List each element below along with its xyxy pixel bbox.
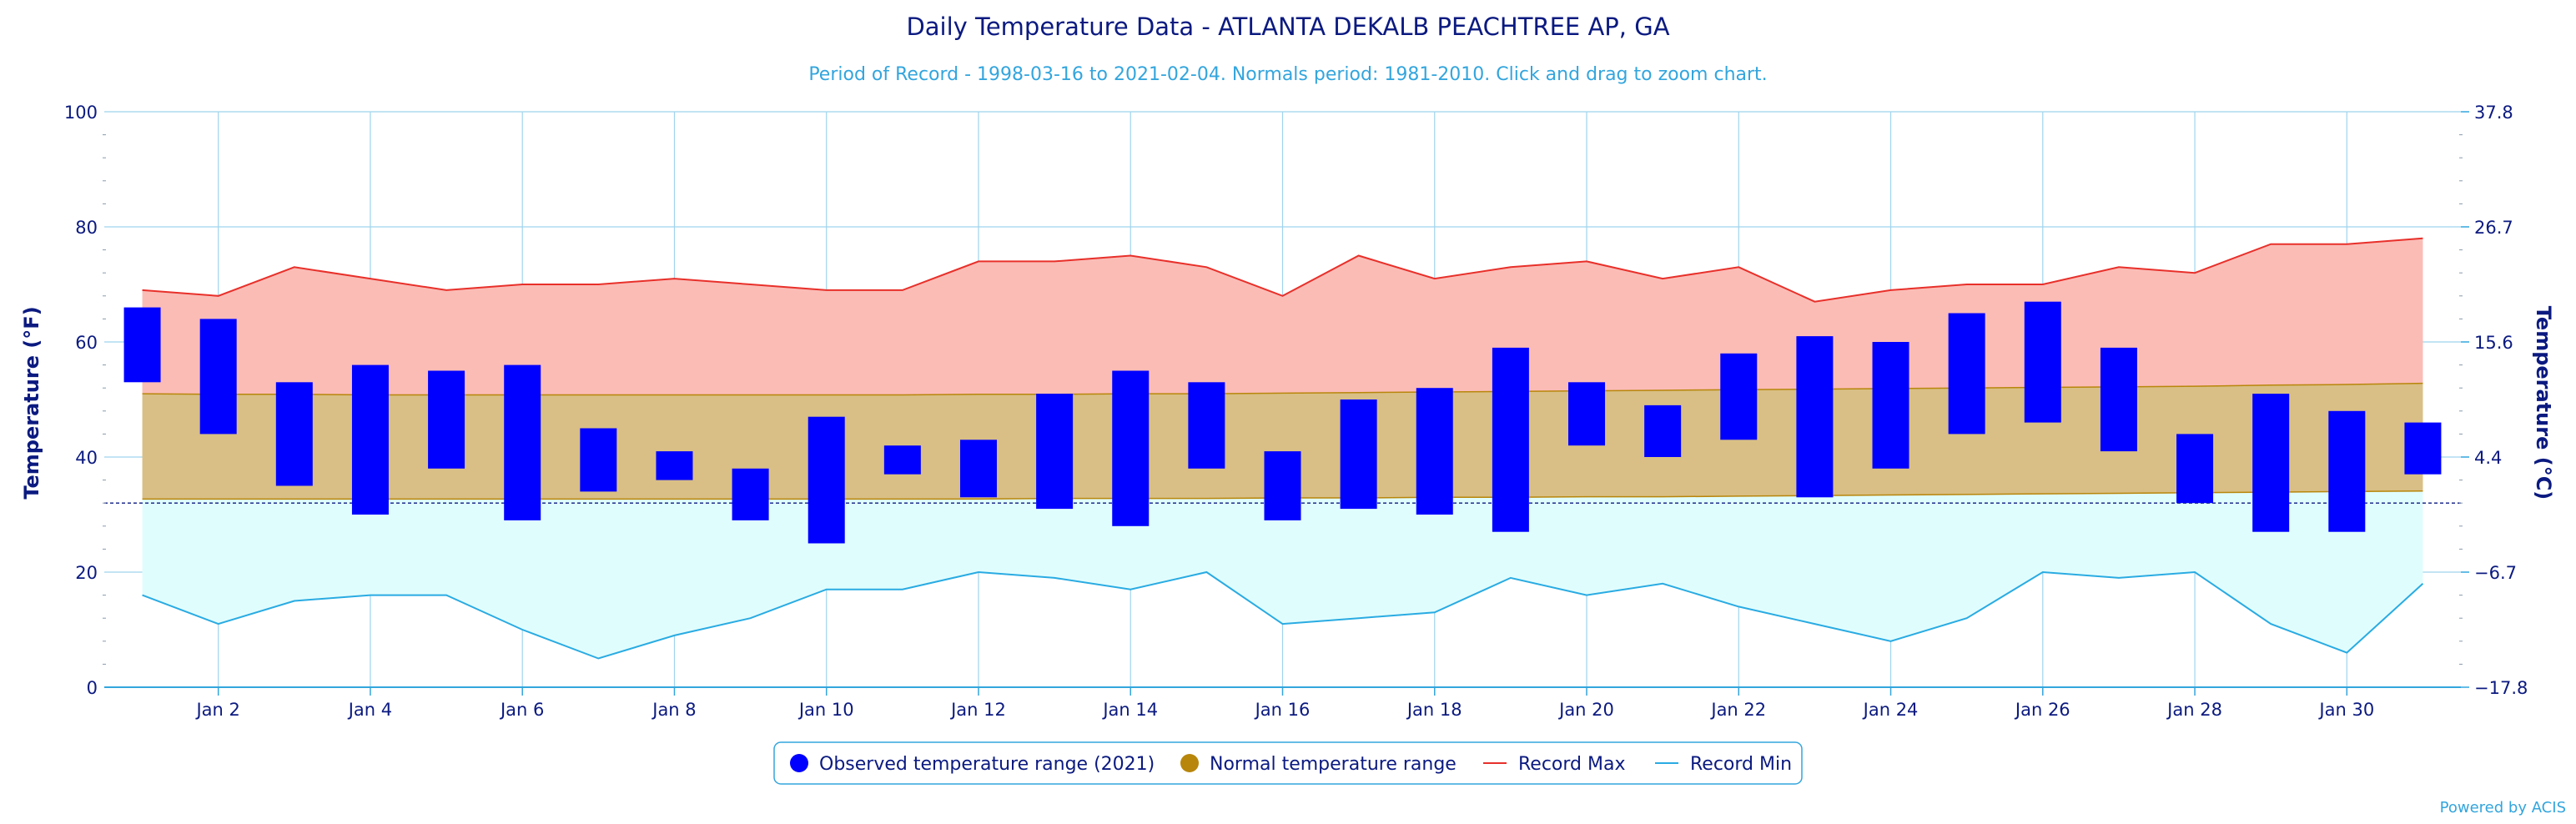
observed-range-bar[interactable] — [199, 319, 237, 435]
x-tick-label: Jan 6 — [499, 700, 544, 720]
observed-range-bar[interactable] — [1340, 399, 1377, 510]
x-tick-label: Jan 22 — [1709, 700, 1766, 720]
legend-box — [773, 741, 1803, 785]
legend-record-max-label: Record Max — [1518, 754, 1626, 775]
legend-record-min-label: Record Min — [1690, 754, 1792, 775]
observed-range-bar[interactable] — [1416, 388, 1453, 515]
observed-range-bar[interactable] — [808, 416, 845, 544]
x-tick-label: Jan 24 — [1862, 700, 1919, 720]
x-tick-label: Jan 26 — [2014, 700, 2070, 720]
observed-range-bar[interactable] — [428, 370, 465, 469]
observed-range-bar[interactable] — [504, 364, 541, 520]
legend-item-record-max[interactable]: Record Max — [1483, 754, 1626, 775]
x-tick-label: Jan 2 — [194, 700, 239, 720]
x-tick-label: Jan 18 — [1406, 700, 1462, 720]
acis-credit-link[interactable]: Powered by ACIS — [2440, 799, 2566, 816]
y-tick-label-right: 26.7 — [2474, 218, 2513, 238]
chart-title: Daily Temperature Data - ATLANTA DEKALB … — [906, 13, 1669, 41]
x-tick-label: Jan 10 — [797, 700, 854, 720]
observed-range-bar[interactable] — [1796, 336, 1834, 498]
observed-range-bar[interactable] — [1644, 404, 1682, 457]
normal-range-band — [142, 383, 2423, 500]
observed-range-bar[interactable] — [2252, 394, 2290, 532]
area-layer — [104, 237, 2461, 660]
x-tick-label: Jan 14 — [1101, 700, 1158, 720]
observed-range-bar[interactable] — [2024, 301, 2061, 423]
chart-subtitle: Period of Record - 1998-03-16 to 2021-02… — [808, 64, 1767, 85]
y-tick-label-left: 0 — [87, 678, 98, 698]
record-max-line — [142, 237, 2423, 303]
observed-range-bar[interactable] — [123, 307, 161, 383]
legend-normal-marker — [1180, 754, 1199, 772]
x-tick-label: Jan 12 — [949, 700, 1006, 720]
observed-range-bar[interactable] — [1188, 382, 1225, 469]
observed-range-bar[interactable] — [351, 364, 389, 515]
x-tick-label: Jan 28 — [2166, 700, 2222, 720]
y-tick-label-right: 15.6 — [2474, 333, 2513, 353]
y-tick-label-left: 80 — [75, 218, 98, 238]
y-axis-label-left: Temperature (°F) — [20, 306, 43, 499]
observed-range-bar[interactable] — [2100, 347, 2137, 452]
observed-range-bar[interactable] — [1112, 370, 1150, 526]
observed-range-bar[interactable] — [1264, 451, 1301, 520]
observed-range-bar[interactable] — [1720, 353, 1758, 440]
record-min-line — [142, 570, 2424, 660]
observed-range-bar[interactable] — [883, 445, 921, 475]
observed-range-bar[interactable] — [1872, 342, 1909, 469]
y-tick-label-right: 4.4 — [2474, 448, 2502, 468]
y-tick-label-left: 60 — [75, 333, 98, 353]
observed-range-bar[interactable] — [1492, 347, 1529, 532]
observed-bars[interactable] — [123, 301, 2442, 544]
observed-range-bar[interactable] — [2404, 422, 2442, 475]
legend[interactable]: Observed temperature range (2021) Normal… — [773, 741, 1803, 785]
observed-range-bar[interactable] — [2176, 434, 2214, 504]
legend-item-normal[interactable]: Normal temperature range — [1180, 754, 1457, 775]
legend-observed-marker — [790, 754, 808, 772]
legend-observed-label: Observed temperature range (2021) — [819, 754, 1155, 775]
observed-range-bar[interactable] — [2328, 410, 2366, 532]
observed-range-bar[interactable] — [732, 468, 769, 520]
observed-range-bar[interactable] — [1568, 382, 1606, 446]
legend-item-observed[interactable]: Observed temperature range (2021) — [790, 754, 1155, 775]
x-tick-label: Jan 16 — [1254, 700, 1311, 720]
observed-range-bar[interactable] — [580, 428, 617, 492]
legend-normal-label: Normal temperature range — [1210, 754, 1457, 775]
y-tick-label-right: −17.8 — [2474, 678, 2528, 698]
y-tick-label-right: 37.8 — [2474, 103, 2513, 123]
observed-range-bar[interactable] — [656, 451, 693, 480]
y-tick-label-left: 20 — [75, 563, 98, 583]
observed-range-bar[interactable] — [1036, 394, 1074, 510]
x-tick-label: Jan 30 — [2317, 700, 2374, 720]
observed-range-bar[interactable] — [275, 382, 313, 486]
y-tick-label-left: 40 — [75, 448, 98, 468]
record-max-band — [142, 238, 2423, 395]
observed-range-bar[interactable] — [1948, 313, 1985, 435]
y-tick-label-left: 100 — [64, 103, 98, 123]
y-tick-label-right: −6.7 — [2474, 563, 2517, 583]
axis-layer: Jan 2 Jan 4 Jan 6 Jan 8 Jan 10 Jan 12 Jan 14 Ja… — [64, 103, 2528, 720]
y-axis-label-right: Temperature (°C) — [2532, 306, 2555, 500]
x-tick-label: Jan 4 — [347, 700, 392, 720]
legend-item-record-min[interactable]: Record Min — [1655, 754, 1792, 775]
observed-range-bar[interactable] — [959, 440, 997, 498]
x-tick-label: Jan 20 — [1557, 700, 1614, 720]
x-tick-label: Jan 8 — [651, 700, 696, 720]
record-min-band — [142, 490, 2423, 659]
